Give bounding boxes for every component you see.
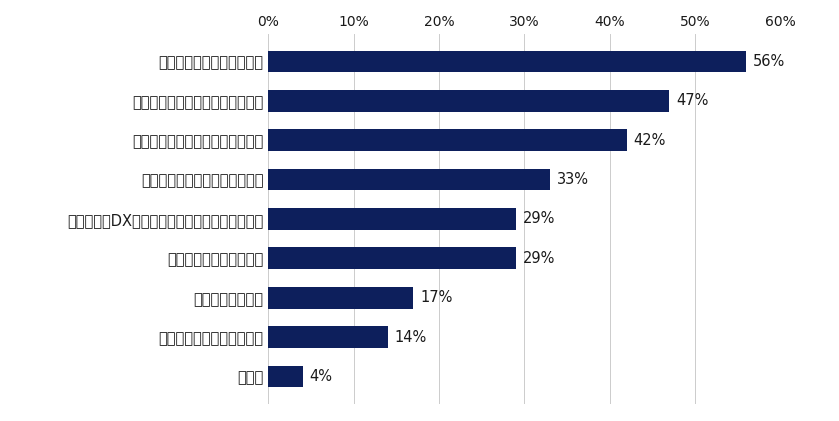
Text: 29%: 29% xyxy=(523,211,555,226)
Text: 42%: 42% xyxy=(633,133,666,148)
Text: 56%: 56% xyxy=(753,54,785,69)
Bar xyxy=(268,326,388,348)
Bar xyxy=(268,366,303,387)
Text: 17%: 17% xyxy=(420,290,453,305)
Text: 4%: 4% xyxy=(310,369,332,384)
Text: 29%: 29% xyxy=(523,251,555,266)
Bar xyxy=(268,51,746,72)
Text: 33%: 33% xyxy=(557,172,589,187)
Bar xyxy=(268,208,516,230)
Text: 14%: 14% xyxy=(394,330,427,345)
Bar xyxy=(268,287,414,309)
Bar xyxy=(268,90,670,112)
Text: 47%: 47% xyxy=(676,93,709,108)
Bar xyxy=(268,129,627,151)
Bar xyxy=(268,169,550,190)
Bar xyxy=(268,248,516,269)
